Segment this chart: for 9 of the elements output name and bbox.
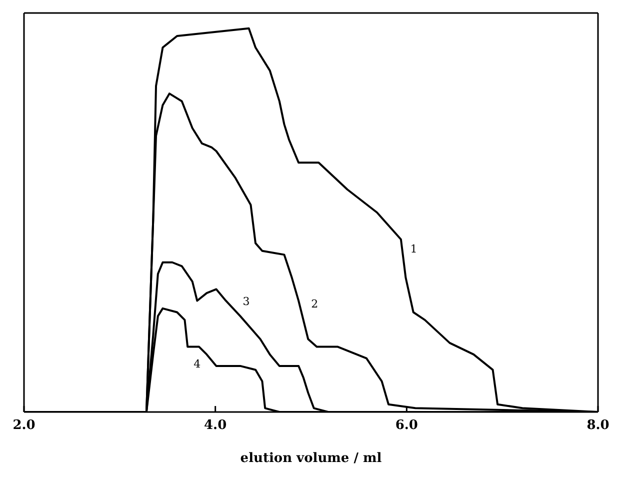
series-label: 4 [194, 358, 201, 371]
series-label: 2 [311, 298, 318, 311]
series-label: 3 [242, 294, 250, 308]
x-tick-label: 2.0 [12, 418, 36, 434]
series-label: 1 [410, 242, 418, 256]
x-tick-label: 6.0 [395, 418, 418, 434]
x-tick-label: 4.0 [204, 418, 227, 434]
x-tick-label: 8.0 [586, 418, 610, 434]
x-axis-title: elution volume / ml [240, 451, 382, 466]
